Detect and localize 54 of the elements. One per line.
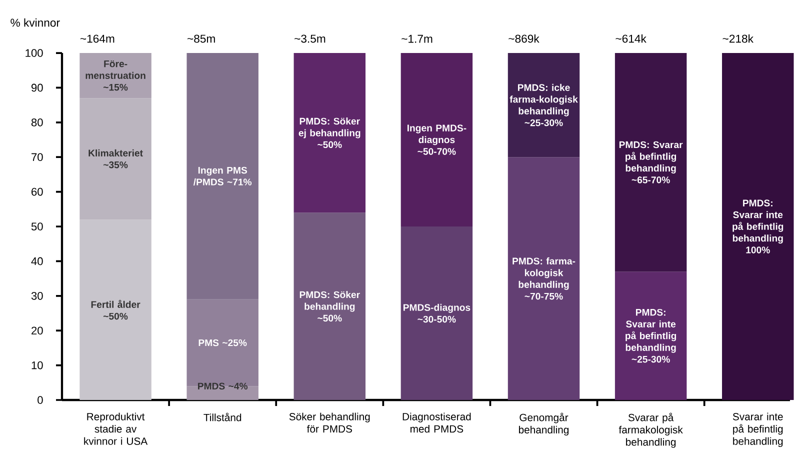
y-tick-label: 50	[31, 222, 43, 230]
x-tick-label: Söker behandling för PMDS	[289, 412, 370, 433]
text: ~3.5m	[294, 34, 326, 43]
bar	[614, 53, 687, 272]
bar	[722, 53, 794, 400]
bar	[80, 220, 152, 400]
y-tick-label: 70	[32, 153, 43, 162]
annotation: Före-menstruation ~15%	[86, 60, 146, 91]
text: ~164m	[80, 34, 114, 43]
annotation: Ingen PMDS-diagnos ~50-70%	[407, 124, 466, 155]
annotation: PMDS-diagnos ~30-50%	[403, 304, 470, 323]
text: ~85m	[187, 34, 215, 43]
annotation: PMDS: Söker behandling ~50%	[300, 291, 360, 322]
y-tick-label: 0	[38, 396, 43, 404]
x-tick-label: Genomgår behandling	[518, 412, 569, 436]
x-tick-label: Reproduktivt stadie av kvinnor i USA	[84, 412, 148, 445]
y-tick-label: 90	[32, 84, 43, 92]
bar	[614, 272, 687, 400]
annotation: PMS ~25%	[198, 339, 247, 346]
bar	[508, 157, 580, 400]
x-tick-label: Svarar inte på befintlig behandling	[732, 412, 783, 447]
annotation: PMDS: icke farma-kologisk behandling ~25-30%	[510, 84, 578, 126]
annotation: PMDS: Svarar inte på befintlig behandling ~25-30%	[626, 308, 676, 363]
annotation: PMDS: Svarar inte på befintlig behandling 100%	[732, 200, 784, 254]
bar	[294, 53, 366, 213]
x-tick-label: Diagnostiserad med PMDS	[402, 412, 471, 433]
y-tick-label: 20	[32, 326, 43, 335]
y-tick-label: 40	[31, 257, 43, 266]
text: ~869k	[508, 34, 540, 43]
bar	[186, 53, 258, 300]
y-tick-label: 80	[31, 118, 43, 126]
annotation: PMDS: Svarar på befintlig behandling ~65-70%	[619, 141, 683, 184]
annotation: PMDS: Söker ej behandling ~50%	[298, 118, 360, 148]
annotation: Ingen PMS /PMDS ~71%	[193, 166, 252, 186]
bar	[294, 212, 366, 400]
y-tick-label: 30	[31, 292, 43, 300]
x-tick-label: Svarar på farmakologisk behandling	[618, 412, 683, 448]
bar	[400, 226, 473, 400]
bar	[80, 53, 152, 98]
y-tick-label: 60	[32, 188, 43, 196]
bar	[508, 53, 580, 158]
annotation: PMDS ~4%	[198, 382, 248, 390]
annotation: Fertil ålder ~50%	[91, 300, 140, 320]
bar	[80, 98, 152, 220]
y-tick-label: 10	[32, 361, 43, 370]
bar	[400, 53, 473, 226]
x-tick-label: Tillstånd	[204, 412, 242, 422]
y-axis-title: % kvinnor	[10, 18, 60, 27]
y-tick-label: 100	[26, 49, 43, 57]
text: ~218k	[722, 34, 754, 43]
annotation: Klimakteriet ~35%	[88, 149, 143, 168]
text: ~1.7m	[402, 34, 432, 43]
annotation: PMDS: farma-kologisk behandling ~70-75%	[512, 257, 576, 300]
text: ~614k	[616, 34, 646, 43]
